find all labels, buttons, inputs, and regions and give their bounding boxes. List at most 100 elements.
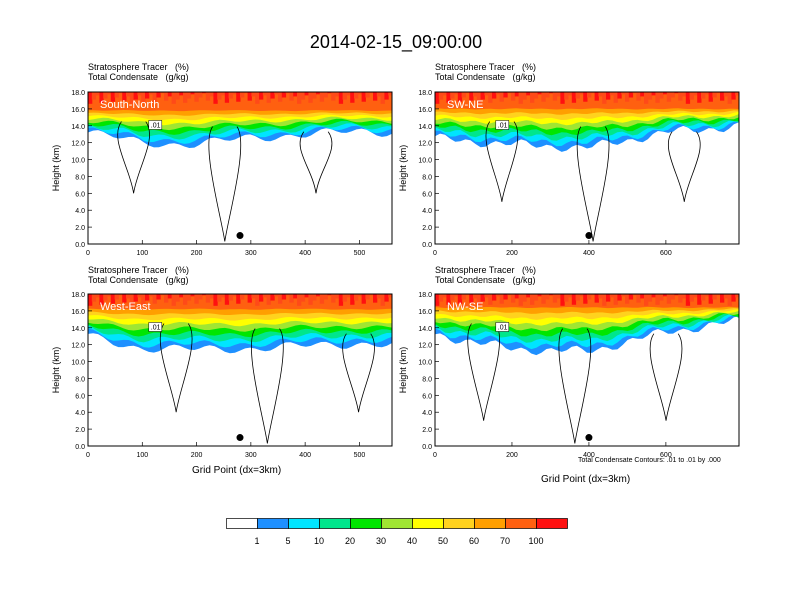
tracer-cell [590,294,596,296]
tracer-cell [365,294,370,300]
tracer-band-20 [88,92,392,135]
tracer-cell [438,92,444,100]
tracer-cell [625,294,630,304]
panel-title: Stratosphere Tracer (%) Total Condensate… [435,62,537,82]
tracer-band-20 [88,294,392,338]
tracer-cell [575,294,580,301]
tracer-cell [446,92,451,103]
y-axis-label: Height (km) [51,145,61,192]
tracer-cell [251,92,256,97]
tracer-cell [606,92,611,100]
tracer-cell [723,92,729,97]
tracer-cell [636,92,641,101]
tracer-cell [240,92,245,98]
tracer-cell [484,92,489,96]
y-tick-label: 16.0 [71,107,85,114]
tracer-cell [685,294,691,306]
tracer-cell [179,92,184,96]
tracer-cell [103,92,108,99]
tracer-cell [259,294,264,302]
tracer-cell [678,294,683,303]
tracer-cell [145,294,150,301]
tracer-cell [522,294,527,302]
tracer-cell [357,92,363,95]
tracer-cell [701,294,706,301]
tracer-cell [465,294,470,296]
tracer-band-40 [435,294,739,326]
tracer-cell [373,92,378,101]
tracer-cell [526,92,531,96]
tracer-cell [571,294,577,305]
tracer-cell [473,92,478,97]
panel-name: SW-NE [447,99,483,111]
tracer-cell [114,92,119,98]
tracer-cell [602,294,607,306]
tracer-cell [442,294,447,298]
y-axis-label: Height (km) [398,347,408,394]
tracer-cell [190,92,195,95]
y-tick-label: 8.0 [422,376,432,383]
colorbar-tick-label: 5 [285,536,291,546]
tracer-cell [549,92,554,94]
tracer-cell [331,92,336,101]
tracer-cell [331,294,336,303]
tracer-cell [583,294,588,304]
tracer-band-70 [435,92,739,110]
condensate-contour [485,121,519,202]
tracer-cell [289,294,294,303]
tracer-cell [145,92,150,99]
tracer-cell [129,294,135,306]
y-tick-label: 0.0 [75,242,85,249]
y-tick-label: 12.0 [418,343,432,350]
tracer-cell [647,294,653,302]
tracer-cell [720,294,725,303]
tracer-cell [480,294,485,302]
tracer-cell [221,92,226,96]
x-tick-label: 0 [433,452,437,459]
tracer-cell [342,294,347,302]
tracer-cell [312,92,317,99]
y-tick-label: 10.0 [71,360,85,367]
tracer-cell [152,294,157,304]
tracer-band-20 [435,92,739,136]
colorbar-tick-label: 10 [313,536,324,546]
tracer-cell [183,294,188,305]
colorbar-swatch [505,518,537,529]
tracer-cell [435,92,440,104]
tracer-cell [655,92,660,103]
tracer-cell [530,92,535,103]
tracer-cell [693,92,698,96]
tracer-cell [704,294,710,297]
panel-title: Stratosphere Tracer (%) Total Condensate… [88,265,190,285]
tracer-cell [99,294,104,305]
tracer-cell [625,92,630,102]
tracer-cell [735,92,739,96]
plot-frame [87,91,393,245]
condensate-contour [299,131,333,194]
tracer-cell [488,294,493,305]
tracer-cell [160,294,165,296]
tracer-cell [514,294,520,299]
tracer-cell [484,294,489,298]
tracer-cell [202,92,207,94]
colorbar-swatch [350,518,382,529]
tracer-cell [350,92,355,103]
condensate-contours [485,121,701,242]
tracer-cell [457,92,463,102]
tracer-cell [621,294,626,297]
tracer-cell [384,294,389,302]
tracer-cell [568,294,573,298]
condensate-contour [467,323,500,421]
contour-label: .01 [498,122,508,129]
tracer-cell [708,92,713,102]
tracer-cell [560,92,565,104]
x-tick-label: 200 [191,452,203,459]
tracer-cell [88,294,93,306]
tracer-band-50 [435,92,739,120]
tracer-cell [209,92,214,97]
tracer-cell [289,92,294,101]
y-tick-label: 14.0 [418,124,432,131]
x-tick-label: 200 [506,452,518,459]
tracer-cell [522,92,527,100]
tracer-cell [95,294,100,298]
